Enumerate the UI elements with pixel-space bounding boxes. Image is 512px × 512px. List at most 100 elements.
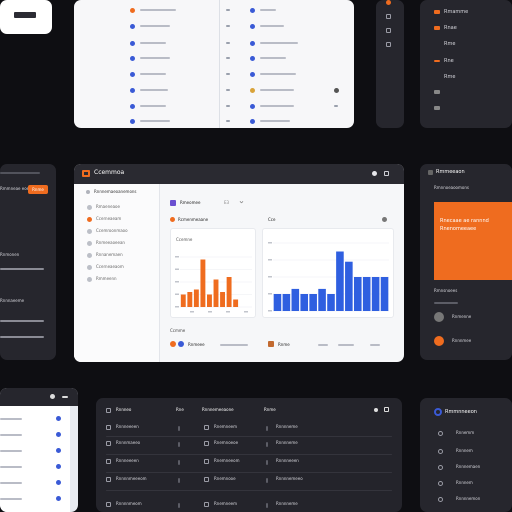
user-icon[interactable] (386, 42, 391, 47)
panel-item[interactable]: Rnnnem (456, 480, 473, 485)
sidebar-item[interactable]: Rmaeneaoe (96, 204, 120, 209)
sidebar-item[interactable]: Rmmeenn (96, 276, 117, 281)
chart-bar[interactable] (282, 294, 291, 311)
list-chevron[interactable] (226, 42, 230, 44)
profile-icon[interactable] (372, 171, 377, 176)
chart-bar[interactable] (180, 294, 186, 308)
gear-icon[interactable] (438, 481, 443, 486)
list-chevron[interactable] (226, 73, 230, 75)
table-cell: Rnnnneme (276, 501, 298, 506)
list-chevron[interactable] (226, 9, 230, 11)
chart-bar[interactable] (220, 292, 225, 307)
more-icon[interactable] (382, 217, 387, 222)
list-chevron[interactable] (226, 120, 230, 122)
y-tick (268, 242, 272, 244)
menu-item[interactable]: Rnae (444, 25, 457, 31)
gear-icon[interactable] (438, 465, 443, 470)
promo-text: Rnecaae ae rannnd (440, 218, 489, 224)
gear-icon[interactable] (438, 497, 443, 502)
close-icon[interactable] (384, 407, 389, 412)
list-chevron[interactable] (226, 89, 230, 91)
sidebar-icon (87, 229, 92, 234)
sidebar-item[interactable]: Ccerneaeam (96, 216, 122, 221)
chart-bar[interactable] (193, 289, 199, 308)
settings-icon[interactable] (386, 28, 391, 33)
alert-icon[interactable] (386, 0, 391, 5)
chart-bar[interactable] (233, 299, 239, 308)
list-line (260, 9, 276, 11)
primary-button[interactable]: Rnme (28, 185, 48, 194)
slider-track[interactable] (0, 336, 44, 338)
section-tab[interactable]: Rmeomee (180, 200, 201, 205)
trash-icon[interactable] (384, 171, 389, 176)
chart-bar[interactable] (362, 277, 371, 311)
chart-bar[interactable] (213, 279, 219, 308)
chart-bar[interactable] (309, 294, 317, 311)
y-tick (175, 281, 179, 283)
list-chevron[interactable] (226, 57, 230, 59)
chart-bar[interactable] (291, 288, 300, 311)
chart-bar[interactable] (380, 277, 389, 311)
gear-icon[interactable] (438, 431, 443, 436)
chart-bar[interactable] (353, 277, 362, 311)
menu-item[interactable]: Rne (444, 58, 454, 64)
record-icon[interactable] (434, 336, 444, 346)
chart-bar[interactable] (226, 277, 232, 307)
menu-icon (434, 90, 440, 94)
list-chevron[interactable] (226, 25, 230, 27)
row-icon (106, 425, 111, 430)
folder-icon (86, 190, 90, 194)
sidebar-item[interactable]: Ccemroonmaoo (96, 228, 128, 233)
chart-bar[interactable] (207, 294, 212, 308)
list-line (140, 42, 166, 44)
list-line (260, 42, 298, 44)
footer-right-label: Rnme (278, 342, 290, 347)
settings-icon[interactable] (434, 312, 444, 322)
chart-bar[interactable] (273, 294, 282, 311)
chart-bar[interactable] (327, 294, 335, 311)
sidebar-item[interactable]: Rnmeeaoeean (96, 240, 125, 245)
list-chevron[interactable] (226, 105, 230, 107)
slider-track[interactable] (0, 320, 44, 322)
list-line (260, 105, 294, 107)
panel-item[interactable]: Rnnemm (456, 430, 475, 435)
filter-icon[interactable] (374, 408, 378, 412)
chart-bar[interactable] (318, 288, 326, 311)
chevron-down-icon[interactable] (239, 199, 244, 204)
dashboard-sidebar: Rnnnemaeoanemons Rmaeneaoe Ccerneaeam Cc… (74, 184, 160, 362)
list-chevron[interactable] (334, 105, 338, 107)
menu-item[interactable]: Rmamme (444, 9, 469, 15)
footer-icon (170, 341, 176, 347)
chart-bar[interactable] (300, 294, 309, 311)
left-settings-panel: Rmmneae eoennee Rnme Rnmonen Rnnnaeeme (0, 164, 56, 360)
promo-banner[interactable]: Rnecaae ae rannnd Rnenomeeaee (434, 202, 512, 280)
slider-track[interactable] (0, 268, 44, 270)
list-icon (250, 24, 255, 29)
sidebar-item[interactable]: Ccerneaeaom (96, 264, 124, 269)
gear-icon[interactable] (438, 449, 443, 454)
panel-item[interactable]: Rnnnemaen (456, 464, 481, 469)
top-list-divider (219, 0, 220, 128)
sidebar-item[interactable]: Rnnanemaen (96, 252, 123, 257)
panel-item[interactable]: Rnnnem (456, 448, 473, 453)
menu-item[interactable]: Rme (444, 41, 456, 47)
menu-item[interactable]: Rme (444, 74, 456, 80)
list-line (140, 105, 166, 107)
chart-bar[interactable] (371, 277, 380, 311)
panel-item[interactable]: Rnnnnemon (456, 496, 481, 501)
row-label: Rnnnaeeme (0, 298, 25, 303)
status-dot (50, 394, 55, 399)
panel-item[interactable]: Rnmenne (452, 314, 472, 319)
chart-bar[interactable] (187, 292, 193, 307)
chart-bar[interactable] (336, 251, 344, 312)
menu-icon (434, 26, 440, 30)
sidebar-icon (87, 277, 92, 282)
panel-item[interactable]: Rnnnmee (452, 338, 472, 343)
top-left-card (0, 0, 52, 34)
chart-bar[interactable] (200, 259, 206, 308)
row-icon (106, 441, 111, 446)
chart-bar[interactable] (345, 261, 353, 311)
grid-icon[interactable] (386, 14, 391, 19)
y-tick (268, 310, 272, 312)
table-header: Rnnneo (116, 407, 132, 412)
